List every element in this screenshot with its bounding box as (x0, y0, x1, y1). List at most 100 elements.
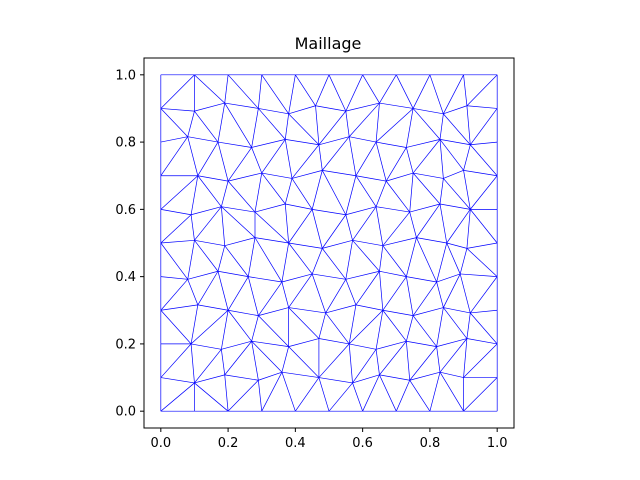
mesh-edge (160, 377, 195, 384)
mesh-edge (379, 270, 407, 277)
mesh-edge (382, 237, 417, 247)
y-tick-label: 1.0 (115, 68, 136, 83)
mesh-edge (281, 273, 313, 283)
x-tick-label: 0.6 (352, 436, 373, 451)
mesh-edge (315, 105, 320, 145)
mesh-edge (460, 273, 498, 277)
mesh-edge (406, 315, 414, 342)
mesh-edge (281, 372, 296, 412)
mesh-edge (190, 214, 195, 241)
mesh-edge (194, 239, 225, 247)
mesh-edge (254, 211, 289, 244)
mesh-edge (446, 242, 461, 275)
mesh-edge (443, 113, 471, 146)
mesh-edge (345, 175, 357, 215)
mesh-edge (311, 248, 323, 275)
mesh-edge (251, 108, 259, 148)
mesh-edge (221, 340, 252, 350)
mesh-triangles (160, 74, 498, 412)
mesh-edge (439, 338, 468, 373)
y-axis: 0.0 0.2 0.4 0.6 0.8 1.0 (115, 68, 144, 420)
mesh-edge (284, 113, 289, 140)
mesh-edge (224, 341, 252, 376)
mesh-edge (318, 312, 326, 339)
mesh-edge (224, 102, 252, 148)
mesh-edge (375, 108, 414, 143)
mesh-edge (315, 105, 346, 112)
mesh-edge (416, 237, 447, 244)
mesh-edge (469, 108, 498, 145)
mesh-edge (463, 338, 468, 378)
mesh-edge (321, 248, 347, 280)
mesh-edge (443, 307, 471, 314)
mesh-edge (470, 309, 498, 314)
mesh-edge (160, 175, 199, 210)
mesh-edge (251, 139, 286, 148)
mesh-edge (439, 371, 464, 378)
mesh-edge (197, 175, 229, 182)
mesh-edge (258, 74, 263, 109)
mesh-edge (318, 377, 353, 384)
mesh-edge (325, 304, 357, 314)
mesh-edge (382, 276, 407, 311)
mesh-edge (395, 74, 414, 109)
mesh-edge (221, 310, 229, 350)
mesh-edge (470, 312, 498, 345)
mesh-edge (345, 240, 353, 280)
mesh-edge (362, 74, 380, 104)
mesh-edge (469, 276, 498, 314)
mesh-edge (429, 372, 441, 412)
x-tick-label: 0.4 (285, 436, 306, 451)
mesh-edge (322, 170, 356, 177)
mesh-edge (321, 136, 350, 171)
mesh-edge (258, 108, 286, 140)
mesh-edge (258, 108, 289, 115)
mesh-edge (227, 310, 252, 342)
mesh-edge (413, 172, 444, 179)
mesh-edge (412, 172, 441, 205)
chart-title: Maillage (295, 34, 362, 53)
mesh-edge (254, 203, 286, 213)
mesh-edge (194, 349, 222, 384)
mesh-edge (355, 175, 377, 207)
mesh-edge (375, 103, 380, 143)
mesh-edge (409, 173, 414, 213)
mesh-edge (436, 307, 444, 347)
mesh-edge (379, 374, 397, 412)
mesh-edge (187, 136, 219, 143)
mesh-edge (466, 312, 471, 339)
mesh-edge (412, 108, 441, 140)
mesh-edge (194, 102, 225, 112)
mesh-edge (439, 139, 471, 146)
mesh-edge (194, 382, 229, 412)
mesh-edge (436, 273, 461, 283)
mesh-edge (254, 237, 283, 283)
mesh-edge (285, 203, 313, 210)
mesh-edge (375, 340, 407, 350)
mesh-edge (436, 242, 448, 283)
mesh-edge (345, 74, 363, 112)
mesh-edge (463, 377, 498, 412)
mesh-edge (348, 343, 353, 383)
mesh-edge (321, 170, 347, 215)
mesh-edge (463, 343, 498, 378)
mesh-edge (160, 136, 189, 176)
mesh-edge (160, 136, 188, 143)
mesh-edge (352, 374, 380, 384)
mesh-edge (439, 139, 464, 171)
mesh-edge (288, 242, 323, 249)
mesh-edge (160, 108, 188, 137)
mesh-edge (261, 139, 286, 174)
mesh-edge (375, 349, 380, 375)
mesh-edge (251, 340, 289, 347)
mesh-edge (190, 310, 229, 345)
mesh-edge (160, 108, 195, 112)
mesh-edge (190, 206, 222, 216)
mesh-edge (217, 271, 229, 311)
mesh-edge (318, 377, 330, 412)
mesh-edge (251, 340, 283, 373)
mesh-edge (469, 209, 498, 244)
mesh-edge (345, 102, 380, 112)
mesh-edge (349, 136, 377, 143)
mesh-edge (376, 141, 407, 148)
